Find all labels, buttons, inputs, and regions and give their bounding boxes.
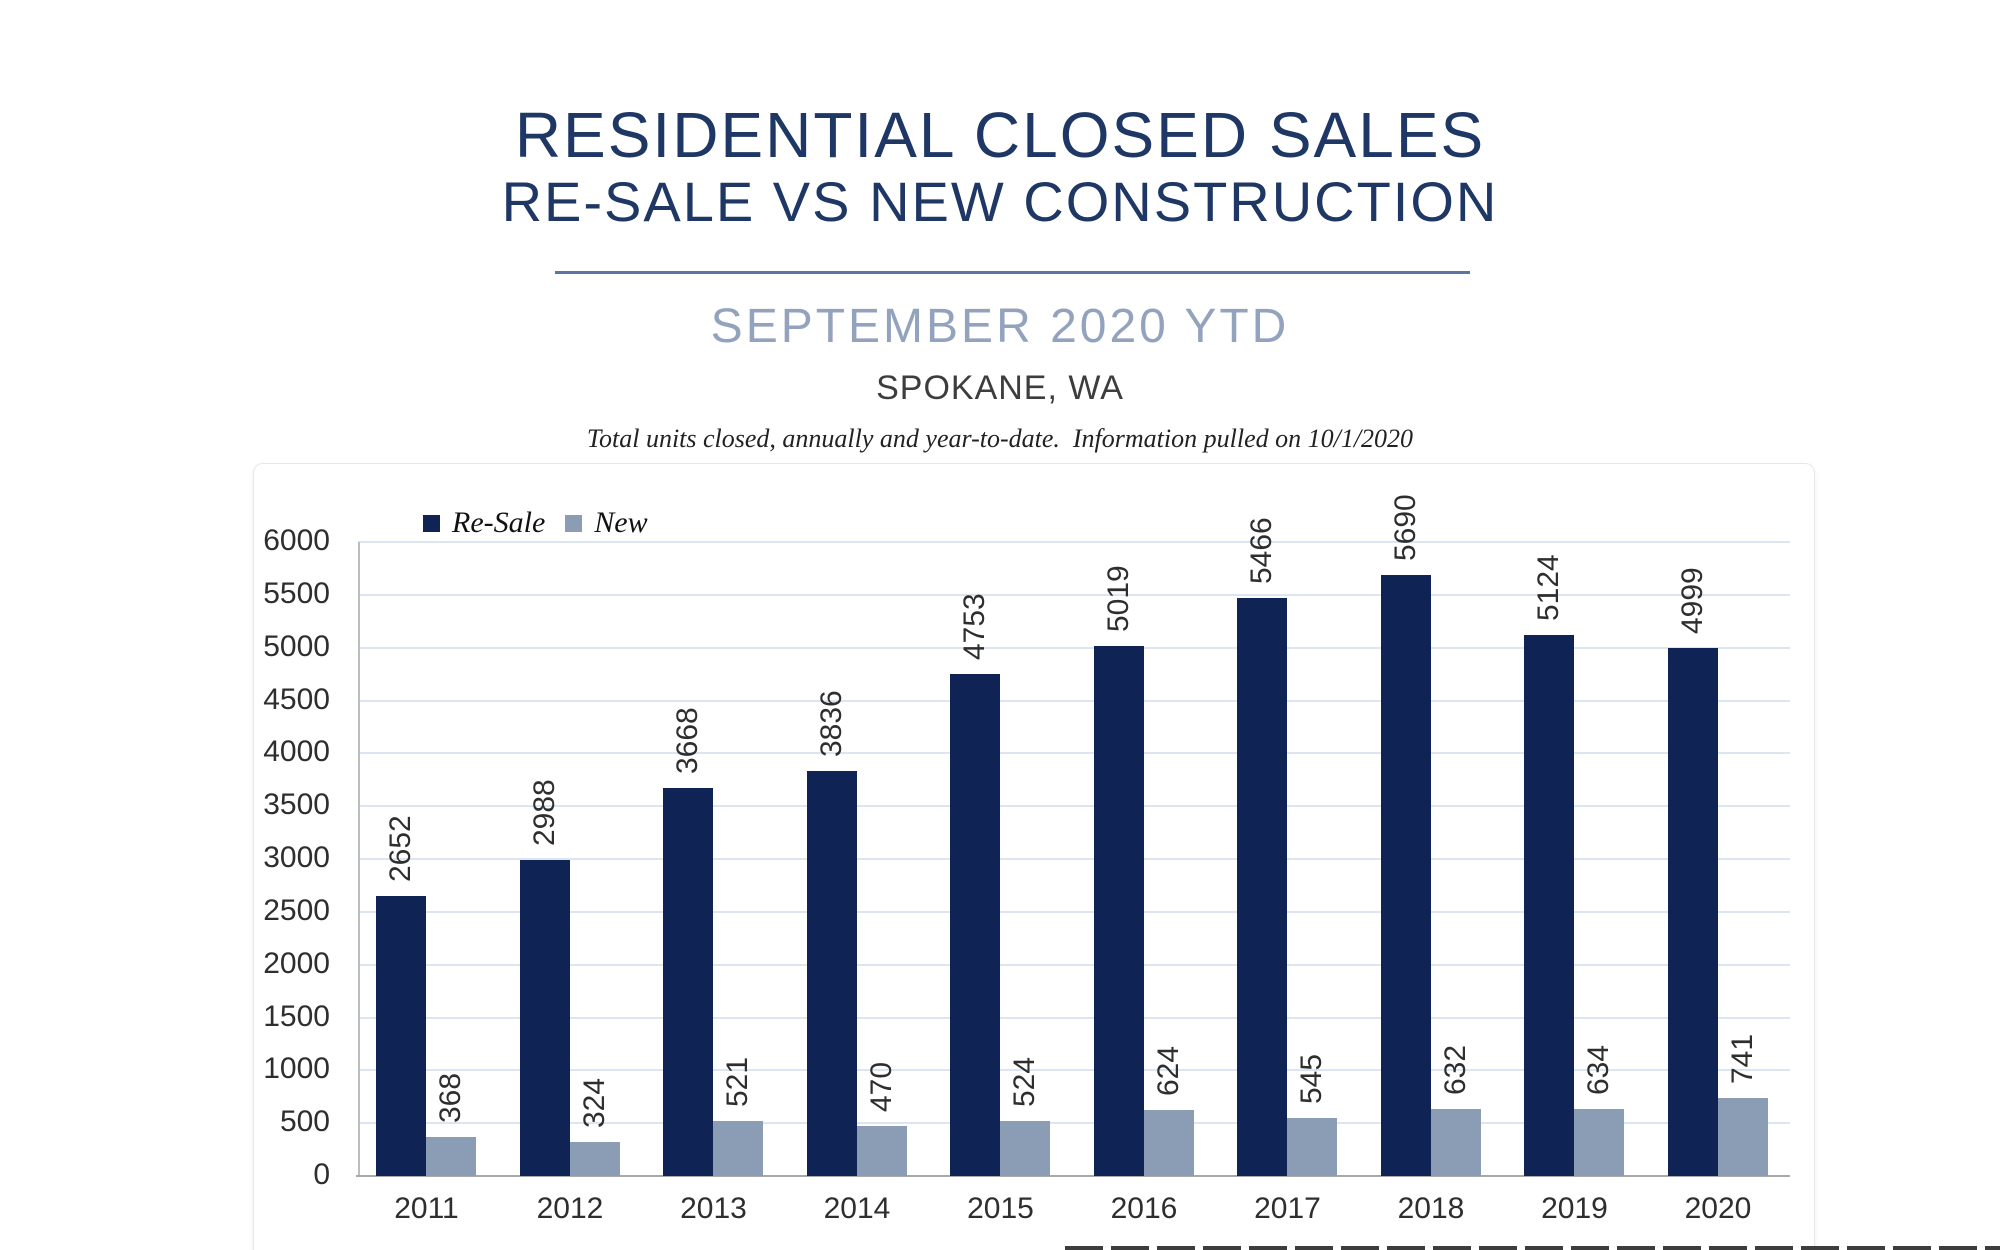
new-bar-2013 [713,1120,763,1176]
y-axis-label-2500: 2500 [263,893,330,927]
new-bar-2012 [569,1141,620,1176]
new-bar-2019 [1574,1109,1624,1176]
gridline-1000 [358,1069,1790,1072]
resale-value-label-2020: 4999 [1675,567,1709,634]
x-axis-label-2017: 2017 [1254,1192,1321,1225]
legend-item-new: New [565,506,648,540]
new-bar-2018 [1430,1109,1481,1176]
y-axis-label-3000: 3000 [263,841,330,874]
new-value-label-2018: 632 [1438,1045,1472,1096]
resale-value-label-2018: 5690 [1388,494,1422,561]
y-axis-label-0: 0 [313,1158,330,1191]
new-value-label-2011: 368 [434,1073,467,1124]
location-label: SPOKANE, WA [876,369,1124,407]
gridline-3500 [358,805,1790,808]
period-subtitle: SEPTEMBER 2020 YTD [710,300,1290,353]
new-value-label-2013: 521 [721,1056,754,1107]
gridline-2500 [358,910,1790,913]
y-axis-label-4000: 4000 [263,735,330,769]
gridline-4000 [358,752,1790,755]
gridline-2000 [358,963,1790,966]
x-axis-label-2020: 2020 [1684,1192,1752,1225]
x-axis-label-2014: 2014 [823,1192,891,1225]
y-axis-label-1000: 1000 [263,1052,330,1086]
x-axis-label-2019: 2019 [1541,1192,1608,1225]
new-bar-2020 [1717,1097,1768,1176]
new-value-label-2019: 634 [1582,1044,1615,1095]
resale-value-label-2011: 2652 [384,815,417,882]
new-value-label-2012: 324 [577,1077,611,1128]
y-axis-label-6000: 6000 [263,524,330,557]
resale-value-label-2012: 2988 [527,779,561,847]
page-title: RESIDENTIAL CLOSED SALES [514,99,1486,171]
resale-bar-2013 [663,788,713,1176]
new-value-label-2017: 545 [1295,1054,1328,1105]
gridline-4500 [358,699,1790,702]
new-bar-2015 [1000,1120,1050,1176]
new-bar-2014 [856,1126,907,1176]
page-subtitle-line: RE-SALE VS NEW CONSTRUCTION [501,170,1499,233]
y-axis-label-1500: 1500 [263,999,330,1033]
resale-value-label-2016: 5019 [1101,564,1135,632]
y-axis-label-2000: 2000 [263,946,330,980]
x-axis-label-2013: 2013 [680,1192,747,1225]
new-bar-2011 [426,1137,476,1176]
resale-bar-2015 [950,673,1000,1176]
resale-value-label-2017: 5466 [1245,517,1278,585]
footnote-text: Total units closed, annually and year-to… [586,424,1414,453]
y-axis-label-5500: 5500 [263,576,330,610]
gridline-500 [358,1122,1790,1125]
y-axis-label-3500: 3500 [263,788,330,822]
resale-value-label-2013: 3668 [671,707,704,775]
new-bar-2016 [1143,1110,1194,1176]
new-value-label-2020: 741 [1725,1033,1759,1084]
gridline-3000 [358,858,1790,860]
title-divider-line [555,271,1470,274]
new-legend-label: New [594,506,648,539]
resale-value-label-2019: 5124 [1532,553,1565,621]
y-axis-label-5000: 5000 [263,629,330,663]
chart-legend: Re-Sale New [423,506,648,540]
resale-bar-2012 [519,860,570,1176]
new-value-label-2015: 524 [1008,1056,1041,1107]
y-axis-label-500: 500 [279,1105,330,1139]
resale-bar-2018 [1380,574,1431,1176]
x-axis-label-2016: 2016 [1110,1192,1178,1225]
x-axis-label-2011: 2011 [394,1192,459,1225]
new-value-label-2014: 470 [864,1062,898,1113]
x-axis-label-2015: 2015 [967,1192,1034,1225]
y-axis-label-4500: 4500 [263,682,330,716]
gridline-1500 [358,1016,1790,1019]
cutoff-element-bottom-edge [1065,1246,2000,1250]
x-axis-line [356,1175,1790,1177]
gridline-5000 [358,646,1790,649]
gridline-5500 [358,593,1790,596]
gridline-6000 [358,541,1790,543]
resale-bar-2019 [1524,634,1574,1176]
resale-bar-2020 [1667,647,1718,1176]
y-axis-line [358,542,360,1176]
resale-bar-2014 [806,770,857,1176]
resale-bar-2011 [376,895,426,1176]
x-axis-label-2012: 2012 [536,1192,604,1225]
resale-value-label-2015: 4753 [958,593,991,660]
resale-bar-2016 [1093,645,1144,1176]
resale-legend-swatch [423,514,440,532]
new-bar-2017 [1287,1118,1337,1176]
legend-item-resale: Re-Sale [423,506,545,540]
x-axis-label-2018: 2018 [1397,1192,1465,1225]
resale-legend-label: Re-Sale [452,506,546,539]
new-value-label-2016: 624 [1151,1046,1185,1097]
new-legend-swatch [565,514,583,532]
resale-value-label-2014: 3836 [814,689,848,757]
resale-bar-2017 [1237,598,1287,1176]
